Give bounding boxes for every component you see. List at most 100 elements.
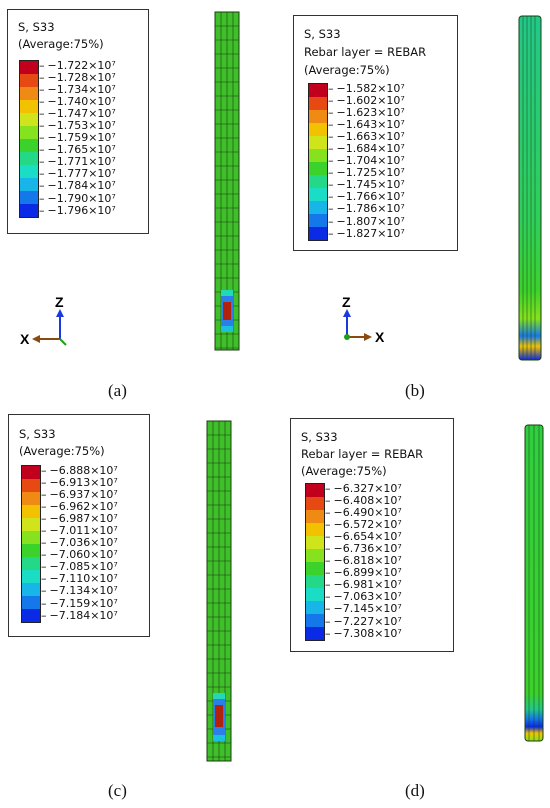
- color-segment: [20, 152, 38, 165]
- color-segment: [20, 191, 38, 204]
- legend-title-line: S, S33: [18, 20, 55, 34]
- color-scale-bar: [308, 83, 328, 241]
- legend-value: −6.962×10⁷: [41, 501, 118, 513]
- color-segment: [306, 549, 324, 562]
- color-segment: [309, 97, 327, 110]
- color-scale-bar: [19, 60, 39, 218]
- legend-b: S, S33 Rebar layer = REBAR (Average:75%)…: [293, 15, 458, 251]
- legend-value: −6.572×10⁷: [325, 519, 402, 531]
- legend-value: −6.654×10⁷: [325, 531, 402, 543]
- color-segment: [309, 123, 327, 136]
- legend-value: −1.771×10⁷: [39, 156, 116, 168]
- color-segment: [20, 165, 38, 178]
- color-scale-bar: [21, 465, 41, 623]
- color-segment: [309, 175, 327, 188]
- legend-value: −6.736×10⁷: [325, 543, 402, 555]
- legend-a: S, S33 (Average:75%) −1.722×10⁷ −1.728×1…: [7, 9, 149, 234]
- color-segment: [22, 479, 40, 492]
- color-segment: [309, 84, 327, 97]
- legend-value: −1.602×10⁷: [328, 94, 405, 107]
- legend-value: −1.784×10⁷: [39, 180, 116, 192]
- legend-value: −6.490×10⁷: [325, 507, 402, 519]
- color-segment: [306, 601, 324, 614]
- legend-value: −1.790×10⁷: [39, 192, 116, 205]
- legend-value: −6.327×10⁷: [325, 482, 402, 495]
- legend-value: −7.184×10⁷: [41, 609, 118, 622]
- color-segment: [306, 575, 324, 588]
- color-segment: [309, 110, 327, 123]
- color-segment: [309, 149, 327, 162]
- legend-value: −1.740×10⁷: [39, 96, 116, 108]
- legend-value: −6.981×10⁷: [325, 579, 402, 591]
- color-segment: [22, 531, 40, 544]
- legend-value: −1.796×10⁷: [39, 204, 116, 217]
- color-segment: [306, 588, 324, 601]
- legend-value: −1.734×10⁷: [39, 84, 116, 96]
- caption-text: (b): [405, 381, 425, 400]
- legend-value: −7.308×10⁷: [325, 627, 402, 640]
- legend-c: S, S33 (Average:75%) −6.888×10⁷ −6.913×1…: [8, 414, 150, 637]
- caption-b: (b): [405, 381, 425, 401]
- caption-text: (d): [405, 781, 425, 800]
- legend-title-line: (Average:75%): [304, 63, 390, 77]
- color-segment: [309, 227, 327, 240]
- color-segment: [20, 87, 38, 100]
- color-segment: [20, 126, 38, 139]
- legend-value: −1.745×10⁷: [328, 179, 405, 191]
- color-segment: [20, 113, 38, 126]
- legend-value: −1.827×10⁷: [328, 227, 405, 240]
- color-segment: [306, 614, 324, 627]
- legend-value: −1.643×10⁷: [328, 119, 405, 131]
- legend-value: −7.011×10⁷: [41, 525, 118, 537]
- legend-value: −1.786×10⁷: [328, 203, 405, 215]
- legend-value: −6.899×10⁷: [325, 567, 402, 579]
- color-segment: [22, 518, 40, 531]
- color-segment: [22, 583, 40, 596]
- color-segment: [22, 557, 40, 570]
- legend-value: −7.227×10⁷: [325, 615, 402, 628]
- color-segment: [22, 570, 40, 583]
- legend-value: −1.747×10⁷: [39, 108, 116, 120]
- rebar-model-b: [518, 15, 542, 361]
- color-segment: [306, 510, 324, 523]
- axis-triad-a: Z X: [20, 294, 67, 347]
- legend-values: −1.722×10⁷ −1.728×10⁷ −1.734×10⁷ −1.740×…: [39, 59, 116, 217]
- legend-value: −1.759×10⁷: [39, 132, 116, 144]
- legend-value: −7.060×10⁷: [41, 549, 118, 561]
- legend-value: −1.765×10⁷: [39, 144, 116, 156]
- color-segment: [20, 100, 38, 113]
- legend-title-line: (Average:75%): [18, 37, 104, 51]
- color-segment: [306, 484, 324, 497]
- legend-value: −7.085×10⁷: [41, 561, 118, 573]
- color-segment: [306, 523, 324, 536]
- color-segment: [20, 204, 38, 217]
- caption-text: (a): [108, 381, 127, 400]
- color-segment: [22, 492, 40, 505]
- legend-value: −6.937×10⁷: [41, 489, 118, 501]
- caption-text: (c): [108, 781, 127, 800]
- column-model-c: [206, 420, 232, 762]
- legend-value: −7.145×10⁷: [325, 603, 402, 615]
- color-segment: [22, 466, 40, 479]
- color-segment: [22, 609, 40, 622]
- column-model-a: [214, 11, 240, 351]
- color-segment: [306, 627, 324, 640]
- color-segment: [20, 178, 38, 191]
- legend-values: −1.582×10⁷ −1.602×10⁷ −1.623×10⁷ −1.643×…: [328, 82, 405, 240]
- legend-d: S, S33 Rebar layer = REBAR (Average:75%)…: [290, 418, 454, 652]
- color-segment: [309, 162, 327, 175]
- color-segment: [306, 562, 324, 575]
- legend-values: −6.327×10⁷ −6.408×10⁷ −6.490×10⁷ −6.572×…: [325, 482, 402, 640]
- caption-c: (c): [108, 781, 127, 801]
- axis-x-label: X: [375, 329, 385, 345]
- caption-a: (a): [108, 381, 127, 401]
- color-segment: [22, 505, 40, 518]
- rebar-model-d: [524, 424, 544, 742]
- legend-value: −7.036×10⁷: [41, 537, 118, 549]
- legend-value: −1.684×10⁷: [328, 143, 405, 155]
- legend-value: −1.663×10⁷: [328, 131, 405, 143]
- color-segment: [306, 536, 324, 549]
- legend-value: −1.725×10⁷: [328, 167, 405, 179]
- legend-value: −7.159×10⁷: [41, 597, 118, 610]
- legend-value: −1.766×10⁷: [328, 191, 405, 203]
